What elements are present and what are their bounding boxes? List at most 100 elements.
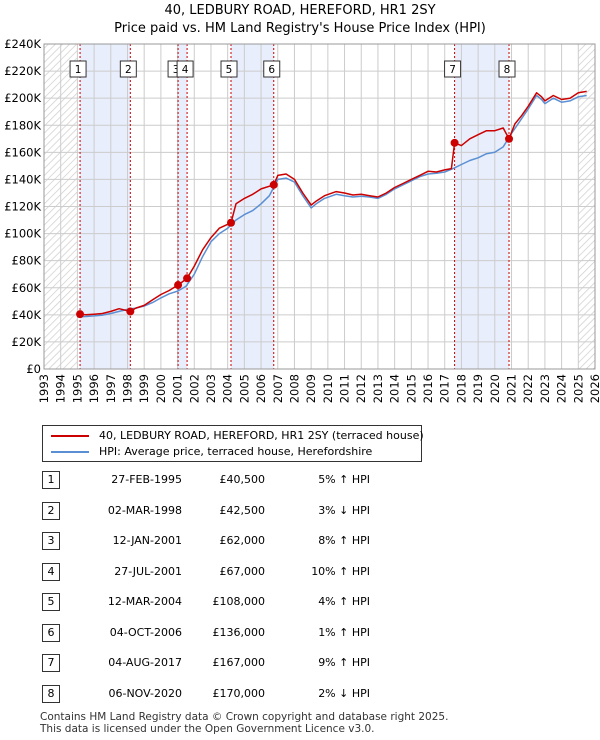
y-tick-label: £60K <box>12 281 42 295</box>
y-tick-label: £160K <box>4 145 41 159</box>
footer: Contains HM Land Registry data © Crown c… <box>40 711 448 735</box>
x-tick-label: 2000 <box>154 374 168 403</box>
x-tick-label: 2004 <box>221 374 235 403</box>
sale-label-box <box>69 60 87 78</box>
sale-point-4 <box>183 274 192 283</box>
x-tick-label: 2005 <box>237 374 251 403</box>
chart-title-block: 40, LEDBURY ROAD, HEREFORD, HR1 2SY Pric… <box>0 2 600 38</box>
footer-copyright: Contains HM Land Registry data © Crown c… <box>40 711 449 723</box>
x-tick-label: 2019 <box>471 374 485 403</box>
y-tick-label: £140K <box>4 172 41 186</box>
sale-label-box <box>220 60 238 78</box>
y-tick-label: £240K <box>4 37 41 51</box>
sale-label-8: 8 <box>498 60 516 78</box>
row-price: £62,000 <box>219 534 266 547</box>
sale-label-box <box>444 60 462 78</box>
x-tick-label: 2014 <box>388 374 402 403</box>
y-tick-label: £40K <box>12 308 42 322</box>
row-hpi-change: 5% ↑ HPI <box>318 473 370 486</box>
row-date: 27-FEB-1995 <box>111 473 182 486</box>
row-date: 12-MAR-2004 <box>107 595 182 608</box>
x-tick-label: 1995 <box>70 374 84 403</box>
row-number: 6 <box>42 623 60 642</box>
x-tick-label: 2013 <box>371 374 385 403</box>
x-tick-label: 2025 <box>571 374 585 403</box>
sale-label-box <box>176 60 194 78</box>
y-tick-label: £220K <box>4 64 41 78</box>
sale-point-2 <box>126 307 135 316</box>
x-tick-label: 2020 <box>488 374 502 403</box>
sale-point-1 <box>76 310 85 319</box>
x-tick-label: 2001 <box>171 374 185 403</box>
sale-point-5 <box>227 218 236 227</box>
x-tick-label: 2017 <box>438 374 452 403</box>
x-tick-label: 2006 <box>254 374 268 403</box>
x-tick-label: 2022 <box>521 374 535 403</box>
table-row: 3 12-JAN-2001 £62,000 8% ↑ HPI <box>0 529 600 550</box>
x-tick-label: 1997 <box>104 374 118 403</box>
sale-label-4: 4 <box>176 60 194 78</box>
table-row: 8 06-NOV-2020 £170,000 2% ↓ HPI <box>0 682 600 703</box>
sale-label-number: 5 <box>226 64 233 76</box>
sale-label-box <box>263 60 281 78</box>
chart-title: 40, LEDBURY ROAD, HEREFORD, HR1 2SY <box>164 3 436 18</box>
x-tick-label: 2009 <box>304 374 318 403</box>
row-hpi-change: 8% ↑ HPI <box>318 534 370 547</box>
x-tick-label: 2024 <box>555 374 569 403</box>
table-row: 1 27-FEB-1995 £40,500 5% ↑ HPI <box>0 468 600 489</box>
x-tick-label: 1994 <box>54 374 68 403</box>
x-tick-label: 2008 <box>287 374 301 403</box>
row-hpi-change: 1% ↑ HPI <box>318 625 370 639</box>
sale-label-number: 7 <box>449 64 456 76</box>
row-hpi-change: 4% ↑ HPI <box>318 595 370 608</box>
chart-subtitle: Price paid vs. HM Land Registry's House … <box>114 21 486 36</box>
sale-label-number: 6 <box>268 64 275 76</box>
row-hpi-change: 9% ↑ HPI <box>318 656 370 669</box>
sale-label-7: 7 <box>444 60 462 78</box>
row-hpi-change: 10% ↑ HPI <box>311 564 370 578</box>
legend-swatch-red <box>51 435 89 437</box>
row-price: £40,500 <box>219 473 266 486</box>
plot-frame <box>43 43 596 370</box>
x-tick-label: 2015 <box>404 374 418 403</box>
row-date: 02-MAR-1998 <box>107 503 182 517</box>
sale-label-number: 4 <box>182 64 189 76</box>
y-tick-label: £80K <box>12 254 42 268</box>
legend-label-property: 40, LEDBURY ROAD, HEREFORD, HR1 2SY (ter… <box>99 429 424 442</box>
y-tick-label: £180K <box>4 118 41 132</box>
row-price: £42,500 <box>219 503 266 517</box>
sale-label-6: 6 <box>263 60 281 78</box>
x-tick-label: 2016 <box>421 374 435 403</box>
row-number: 4 <box>42 562 60 581</box>
row-price: £108,000 <box>212 595 266 608</box>
row-price: £136,000 <box>212 625 266 639</box>
x-tick-label: 2011 <box>338 374 352 403</box>
x-tick-label: 2002 <box>187 374 201 403</box>
sale-label-number: 3 <box>173 64 180 76</box>
row-number: 7 <box>42 654 60 672</box>
x-tick-label: 2023 <box>538 374 552 403</box>
row-price: £170,000 <box>212 686 266 700</box>
x-tick-label: 1993 <box>37 374 51 403</box>
table-row: 6 04-OCT-2006 £136,000 1% ↑ HPI <box>0 621 600 642</box>
x-tick-label: 1998 <box>120 374 134 403</box>
y-tick-label: £0 <box>26 362 41 376</box>
sale-label-box <box>119 60 137 78</box>
sale-point-8 <box>505 134 514 143</box>
sale-label-1: 1 <box>69 60 87 78</box>
y-tick-label: £100K <box>4 227 41 241</box>
row-date: 12-JAN-2001 <box>112 534 182 547</box>
x-tick-label: 2012 <box>354 374 368 403</box>
table-row: 7 04-AUG-2017 £167,000 9% ↑ HPI <box>0 651 600 672</box>
x-tick-label: 2003 <box>204 374 218 403</box>
sale-label-number: 2 <box>125 64 132 76</box>
x-tick-label: 2007 <box>271 374 285 403</box>
row-number: 5 <box>42 593 60 611</box>
row-date: 04-OCT-2006 <box>109 625 182 639</box>
x-tick-label: 2026 <box>588 374 600 403</box>
row-number: 8 <box>42 684 60 703</box>
y-tick-label: £20K <box>12 335 42 349</box>
legend: 40, LEDBURY ROAD, HEREFORD, HR1 2SY (ter… <box>42 425 424 462</box>
row-hpi-change: 3% ↓ HPI <box>318 503 370 517</box>
